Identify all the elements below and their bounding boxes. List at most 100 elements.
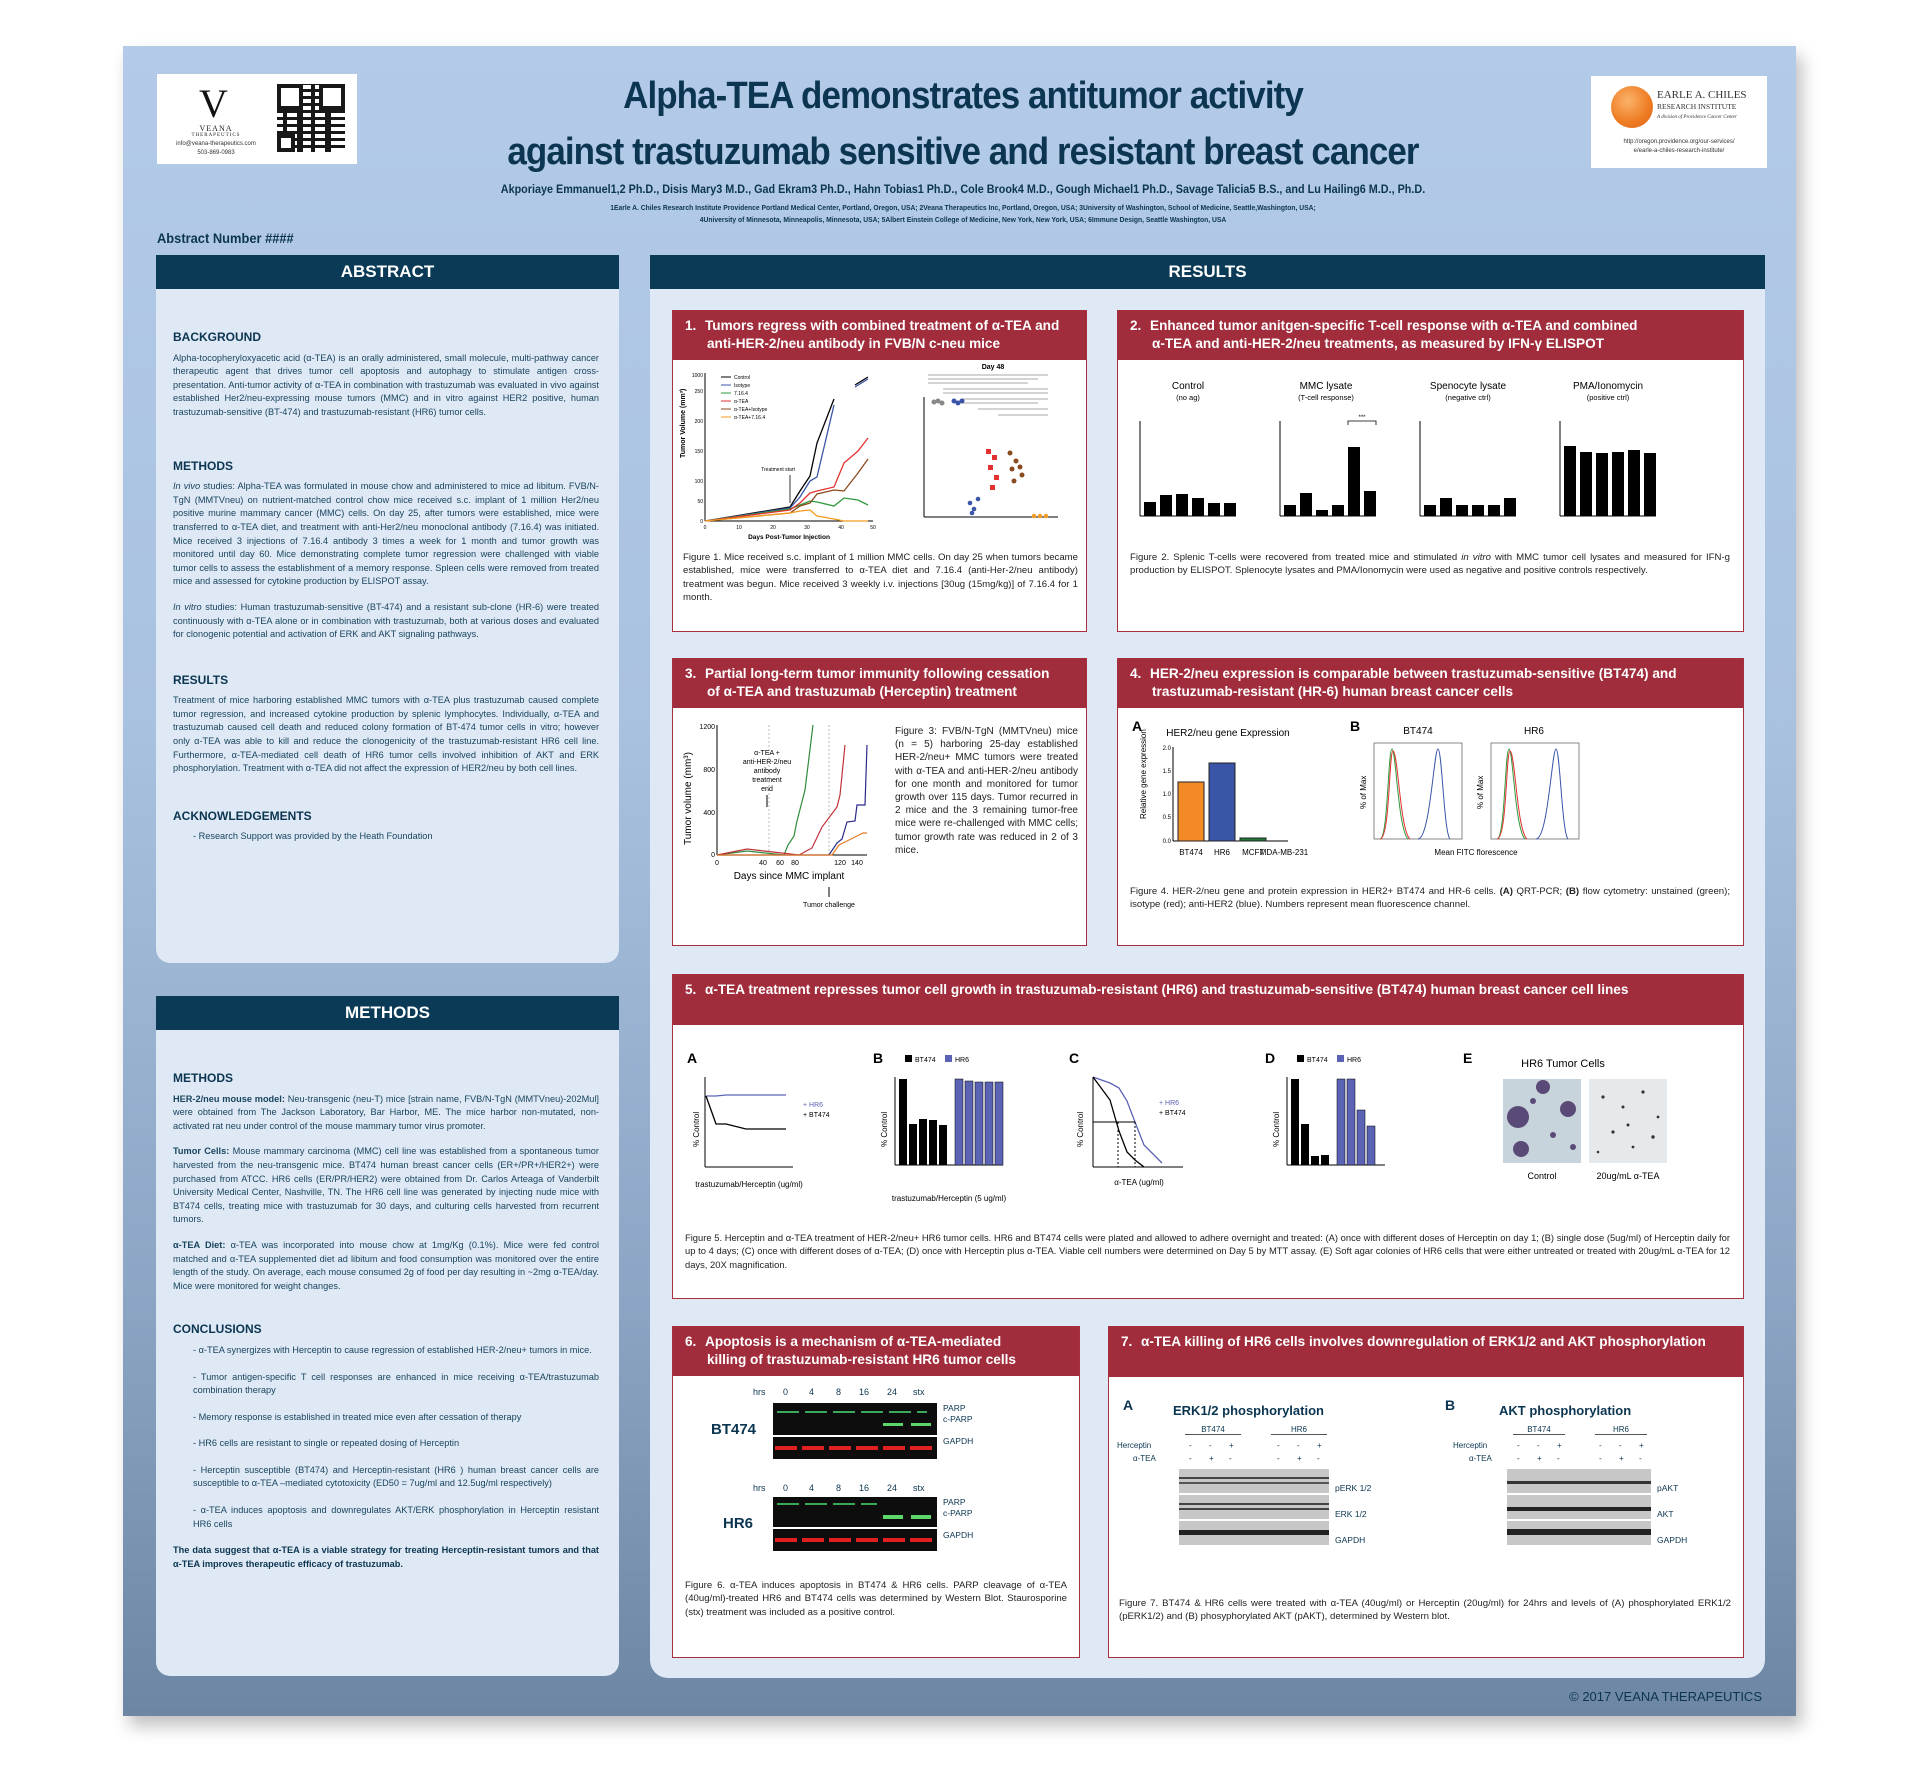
conclusion-item: - HR6 cells are resistant to single or r…: [193, 1438, 460, 1449]
chiles-logo-card: EARLE A. CHILES RESEARCH INSTITUTE A div…: [1591, 76, 1767, 168]
svg-text:0.0: 0.0: [1163, 839, 1172, 845]
svg-text:1.0: 1.0: [1163, 792, 1172, 798]
svg-text:A: A: [1132, 718, 1142, 734]
svg-text:% Control: % Control: [1076, 1112, 1085, 1147]
svg-text:40: 40: [759, 860, 767, 867]
svg-text:+ BT474: + BT474: [803, 1112, 830, 1119]
veana-email[interactable]: info@veana-therapeutics.com: [176, 141, 256, 147]
conclusion-item: - Herceptin susceptible (BT474) and Herc…: [193, 1464, 599, 1489]
svg-text:B: B: [873, 1050, 883, 1066]
svg-text:trastuzumab/Herceptin (ug/ml): trastuzumab/Herceptin (ug/ml): [695, 1180, 803, 1189]
svg-text:(negative ctrl): (negative ctrl): [1445, 393, 1491, 402]
svg-text:HR6: HR6: [1524, 726, 1544, 737]
panel-3: 3. Partial long-term tumor immunity follo…: [672, 658, 1087, 946]
fig7-western-blots: A ERK1/2 phosphorylation BT474 HR6 Herce…: [1117, 1397, 1688, 1545]
svg-text:α-TEA +: α-TEA +: [754, 750, 780, 757]
svg-text:(T-cell response): (T-cell response): [1298, 393, 1354, 402]
panel-7-title: 7. α-TEA killing of HR6 cells involves do…: [1109, 1327, 1743, 1377]
svg-text:0.5: 0.5: [1163, 815, 1172, 821]
svg-text:Days since MMC implant: Days since MMC implant: [734, 871, 845, 882]
svg-text:HER2/neu gene Expression: HER2/neu gene Expression: [1166, 728, 1289, 739]
background-title: BACKGROUND: [173, 330, 261, 344]
svg-text:2.0: 2.0: [1163, 746, 1172, 752]
svg-text:BT474: BT474: [915, 1057, 936, 1064]
svg-text:α-TEA+7.16.4: α-TEA+7.16.4: [734, 415, 765, 421]
results-section: RESULTS 1. Tumors regress with combined t…: [650, 255, 1765, 1678]
abstract-number: Abstract Number ####: [157, 230, 294, 246]
affiliations: 1Earle A. Chiles Research Institute Prov…: [610, 203, 1316, 224]
panel-2-title: 2. Enhanced tumor anitgen-specific T-cell…: [1118, 311, 1743, 360]
fig1-caption: Figure 1. Mice received s.c. implant of …: [683, 552, 1078, 604]
fig6-western-blots: hrs 0 4 8 16 24 stx BT474 PARP c-PAR: [673, 1375, 1081, 1565]
abstract-methods-title: METHODS: [173, 458, 233, 473]
copyright-footer: © 2017 VEANA THERAPEUTICS: [1569, 1689, 1762, 1704]
svg-text:Tumor volume (mm³): Tumor volume (mm³): [683, 752, 694, 845]
svg-text:MCF7: MCF7: [1242, 848, 1264, 857]
final-statement: The data suggest that α-TEA is a viable …: [173, 1545, 599, 1569]
svg-text:250: 250: [695, 389, 704, 395]
methods-heading: METHODS: [156, 996, 619, 1030]
svg-text:MDA-MB-231: MDA-MB-231: [1260, 848, 1309, 857]
fig2-elispot-charts: Control MMC lysate Spenocyte lysate PMA/…: [1139, 381, 1656, 517]
svg-text:Isotype: Isotype: [734, 383, 750, 389]
svg-text:A: A: [687, 1050, 697, 1066]
svg-text:150: 150: [695, 449, 704, 455]
panel-3-title: 3. Partial long-term tumor immunity follo…: [673, 659, 1086, 708]
veana-logo-card: V VEANA THERAPEUTICS info@veana-therapeu…: [157, 74, 357, 164]
conclusions-list: - α-TEA synergizes with Herceptin to cau…: [173, 1344, 599, 1531]
fig5-caption: Figure 5. Herceptin and α-TEA treatment …: [685, 1232, 1730, 1270]
svg-text:C: C: [1069, 1050, 1079, 1066]
svg-text:10: 10: [736, 525, 742, 531]
svg-text:antibody: antibody: [754, 768, 781, 775]
panel-4-title: 4. HER-2/neu expression is comparable bet…: [1118, 659, 1743, 708]
svg-text:α-TEA (ug/ml): α-TEA (ug/ml): [1114, 1178, 1164, 1187]
svg-text:Days Post-Tumor Injection: Days Post-Tumor Injection: [748, 534, 830, 541]
veana-phone: 503-869-0983: [197, 150, 235, 156]
svg-text:0: 0: [715, 860, 719, 867]
svg-text:Control: Control: [1527, 1171, 1556, 1181]
abstract-section: ABSTRACT BACKGROUND Alpha-tocopheryloxya…: [156, 255, 619, 963]
abstract-heading: ABSTRACT: [156, 255, 619, 289]
svg-text:Tumor Volume (mm³): Tumor Volume (mm³): [680, 389, 687, 458]
svg-text:0: 0: [704, 525, 707, 531]
poster-title: Alpha-TEA demonstrates antitumor activit…: [507, 75, 1419, 173]
ack-text: - Research Support was provided by the H…: [193, 831, 433, 842]
veana-name: VEANA: [199, 124, 233, 133]
svg-text:1000: 1000: [692, 373, 703, 379]
svg-text:D: D: [1265, 1050, 1275, 1066]
svg-text:+ HR6: + HR6: [1159, 1100, 1179, 1107]
panel-5: 5. α-TEA treatment represses tumor cell g…: [672, 974, 1744, 1299]
svg-text:200: 200: [695, 419, 704, 425]
fig4-caption: Figure 4. HER-2/neu gene and protein exp…: [1130, 886, 1730, 911]
chiles-url[interactable]: http://oregon.providence.org/our-service…: [1623, 139, 1735, 154]
svg-text:Treatment start: Treatment start: [761, 467, 795, 473]
svg-text:120: 120: [834, 860, 846, 867]
svg-text:20ug/mL α-TEA: 20ug/mL α-TEA: [1597, 1171, 1660, 1181]
methods-invitro: In vitro studies: Human trastuzumab-sens…: [173, 601, 600, 640]
svg-text:Control: Control: [734, 375, 750, 381]
fig1-scatter-chart: Day 48: [923, 364, 1058, 519]
panel-1: 1. Tumors regress with combined treatment…: [672, 310, 1087, 632]
svg-text:HR6: HR6: [955, 1057, 969, 1064]
fig3-caption: Figure 3: FVB/N-TgN (MMTVneu) mice (n = …: [895, 726, 1078, 856]
panel-7: 7. α-TEA killing of HR6 cells involves do…: [1108, 1326, 1744, 1658]
qr-code-icon[interactable]: [277, 84, 345, 152]
conclusion-item: - α-TEA synergizes with Herceptin to cau…: [193, 1344, 592, 1355]
veana-logo-icon: V: [199, 81, 228, 126]
fig4-charts: A HER2/neu gene Expression Relative gene…: [1132, 718, 1580, 857]
svg-text:Day 48: Day 48: [982, 364, 1005, 371]
panel-6-title: 6. Apoptosis is a mechanism of α-TEA-medi…: [673, 1327, 1079, 1376]
svg-text:0: 0: [700, 519, 703, 525]
fig6-caption: Figure 6. α-TEA induces apoptosis in BT4…: [685, 1580, 1067, 1618]
svg-text:1200: 1200: [699, 724, 715, 731]
svg-text:30: 30: [804, 525, 810, 531]
ack-title: ACKNOWLEDGEMENTS: [173, 808, 312, 823]
svg-text:80: 80: [791, 860, 799, 867]
svg-text:trastuzumab/Herceptin (5 ug/ml: trastuzumab/Herceptin (5 ug/ml): [892, 1194, 1007, 1203]
svg-text:100: 100: [695, 479, 704, 485]
svg-text:7.16.4: 7.16.4: [734, 391, 748, 397]
svg-text:(no ag): (no ag): [1176, 393, 1200, 402]
conclusions-title: CONCLUSIONS: [173, 1322, 262, 1337]
veana-sub: THERAPEUTICS: [191, 133, 241, 138]
